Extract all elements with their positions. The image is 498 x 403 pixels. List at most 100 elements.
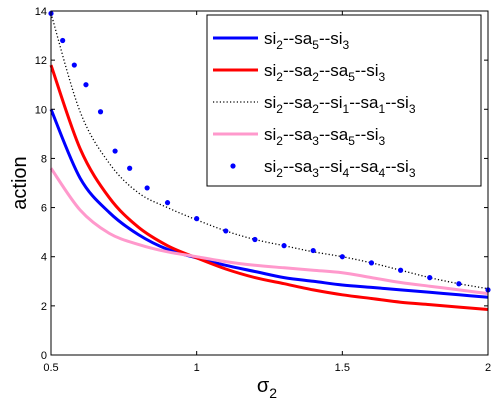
legend-label: si2--sa5--si3 (264, 29, 350, 52)
legend-label-subscript: 1 (379, 102, 386, 116)
series-1 (49, 108, 489, 299)
data-point (97, 109, 104, 115)
legend-label-subscript: 2 (276, 134, 283, 148)
legend-entry: si2--sa5--si3 (213, 29, 350, 52)
y-tick-label: 4 (41, 252, 47, 264)
y-axis-label: action (9, 156, 31, 209)
series-line (49, 167, 489, 296)
data-point (71, 62, 77, 68)
data-point (164, 200, 171, 206)
series-3 (50, 13, 489, 290)
legend-label-subscript: 3 (379, 70, 386, 84)
legend-label-text: --sa (319, 61, 349, 80)
series-2 (49, 64, 489, 311)
legend-label-subscript: 3 (409, 166, 416, 180)
legend-label-text: --si (355, 125, 379, 144)
legend-label-text: si (264, 125, 276, 144)
legend-label-text: --sa (283, 29, 313, 48)
y-tick-label: 2 (41, 301, 47, 313)
legend-label-text: --si (319, 157, 343, 176)
data-point (339, 254, 345, 260)
legend-label-subscript: 5 (312, 38, 319, 52)
legend-label: si2--sa3--sa5--si3 (264, 125, 386, 148)
data-point (223, 228, 229, 234)
series-5 (48, 10, 491, 293)
legend-label-text: --sa (349, 93, 379, 112)
legend-label-subscript: 2 (276, 70, 283, 84)
legend-label-text: --sa (283, 93, 313, 112)
legend-label-text: --sa (349, 157, 379, 176)
legend-label-text: --si (355, 61, 379, 80)
legend-label-subscript: 3 (343, 38, 350, 52)
legend-label-subscript: 3 (379, 134, 386, 148)
legend-label-subscript: 3 (312, 134, 319, 148)
legend-label-text: --sa (283, 157, 313, 176)
data-point (60, 37, 66, 44)
x-axis-label-base: σ (257, 375, 270, 397)
legend-marker (230, 163, 236, 169)
legend-label-text: --si (385, 157, 409, 176)
data-point (144, 185, 150, 191)
x-axis-label: σ2 (257, 375, 277, 401)
x-tick-label: 1 (194, 362, 200, 374)
legend-label-subscript: 3 (312, 166, 319, 180)
series-line (49, 64, 489, 311)
legend-label: si2--sa2--sa5--si3 (264, 61, 386, 84)
y-tick-label: 8 (41, 153, 47, 165)
legend-entry: si2--sa3--sa5--si3 (213, 125, 386, 148)
legend-label-subscript: 2 (276, 38, 283, 52)
data-point (112, 148, 118, 154)
legend-label-subscript: 4 (379, 166, 386, 180)
legend-entry: si2--sa2--sa5--si3 (213, 61, 386, 84)
data-point (456, 281, 462, 287)
data-point (398, 267, 404, 273)
legend-entry: si2--sa2--si1--sa1--si3 (213, 93, 416, 116)
y-tick-label: 0 (41, 350, 47, 362)
legend-label-text: --sa (319, 125, 349, 144)
legend-label-text: --si (385, 93, 409, 112)
series-4 (49, 167, 489, 296)
y-tick-label: 14 (35, 6, 47, 18)
data-point (83, 82, 89, 88)
data-point (310, 247, 316, 254)
legend-label: si2--sa2--si1--sa1--si3 (264, 93, 416, 116)
legend-label-subscript: 2 (312, 70, 319, 84)
x-tick-label: 1.5 (335, 362, 350, 374)
legend-label-text: --si (319, 29, 343, 48)
legend-label-text: si (264, 29, 276, 48)
series-line (50, 13, 489, 290)
legend-label-text: --sa (283, 125, 313, 144)
legend-label-text: si (264, 93, 276, 112)
legend-label-subscript: 2 (276, 166, 283, 180)
legend-label: si2--sa3--si4--sa4--si3 (264, 157, 416, 180)
legend-label-subscript: 3 (409, 102, 416, 116)
legend-label-text: --si (319, 93, 343, 112)
x-tick-label: 0.5 (43, 362, 58, 374)
data-point (281, 243, 287, 249)
data-point (427, 275, 433, 281)
legend-label-text: --sa (283, 61, 313, 80)
data-point (252, 236, 258, 243)
plot-lines (48, 10, 491, 311)
legend-label-text: si (264, 157, 276, 176)
y-tick-label: 12 (35, 55, 47, 67)
legend-label-subscript: 2 (312, 102, 319, 116)
legend-label-subscript: 2 (276, 102, 283, 116)
data-point (368, 260, 375, 266)
legend-label-subscript: 4 (343, 166, 350, 180)
legend-label-subscript: 5 (348, 134, 355, 148)
x-axis-label-subscript: 2 (269, 385, 277, 401)
y-tick-label: 6 (41, 203, 47, 215)
plot-frame (50, 10, 489, 356)
legend-label-subscript: 1 (343, 102, 350, 116)
legend-entry: si2--sa3--si4--sa4--si3 (230, 157, 416, 180)
x-axis-ticks: 0.5 1 1.5 2 (43, 11, 491, 374)
legend-label-subscript: 5 (348, 70, 355, 84)
legend: si2--sa5--si3si2--sa2--sa5--si3si2--sa2-… (206, 14, 482, 187)
series-line (49, 108, 489, 299)
legend-box (206, 14, 482, 187)
data-point (127, 165, 133, 171)
x-tick-label: 2 (485, 362, 491, 374)
